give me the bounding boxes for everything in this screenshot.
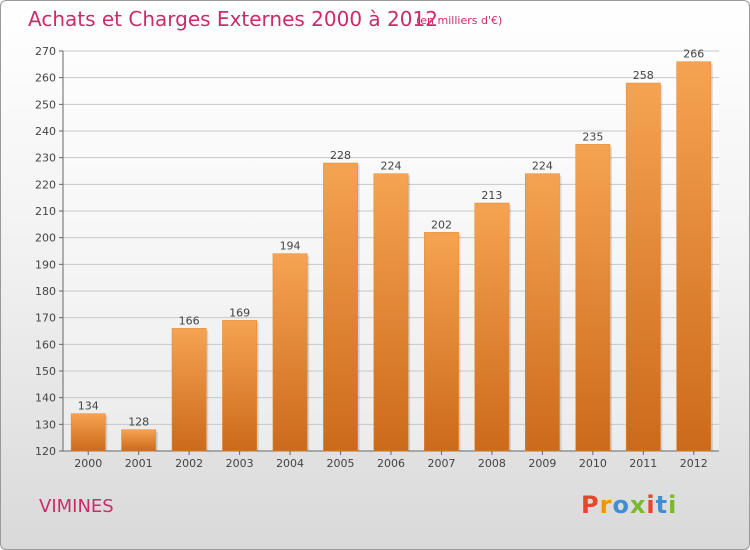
x-tick-label: 2003 bbox=[226, 457, 254, 470]
x-tick-label: 2001 bbox=[125, 457, 153, 470]
bar bbox=[676, 61, 712, 452]
x-tick-label: 2010 bbox=[579, 457, 607, 470]
y-tick-label: 200 bbox=[35, 232, 56, 245]
logo-letter: o bbox=[612, 491, 630, 519]
x-tick-label: 2004 bbox=[276, 457, 304, 470]
y-tick-label: 120 bbox=[35, 445, 56, 458]
logo-letter: r bbox=[599, 491, 613, 519]
data-label: 213 bbox=[481, 189, 502, 202]
logo-letter: i bbox=[668, 491, 678, 519]
y-tick-label: 270 bbox=[35, 45, 56, 58]
y-tick-label: 190 bbox=[35, 258, 56, 271]
y-tick-label: 160 bbox=[35, 338, 56, 351]
x-tick-label: 2000 bbox=[74, 457, 102, 470]
data-label: 134 bbox=[78, 400, 99, 413]
bar bbox=[272, 253, 308, 452]
y-tick-label: 170 bbox=[35, 312, 56, 325]
bar bbox=[575, 144, 611, 452]
x-tick-label: 2012 bbox=[680, 457, 708, 470]
bar bbox=[121, 429, 157, 452]
data-label: 169 bbox=[229, 306, 250, 319]
y-tick-label: 180 bbox=[35, 285, 56, 298]
x-tick-label: 2005 bbox=[327, 457, 355, 470]
data-label: 224 bbox=[532, 160, 553, 173]
bar bbox=[474, 202, 510, 452]
proxiti-logo[interactable]: Proxiti bbox=[581, 491, 677, 519]
data-label: 228 bbox=[330, 149, 351, 162]
bar bbox=[373, 173, 409, 452]
x-tick-label: 2011 bbox=[629, 457, 657, 470]
bar bbox=[222, 320, 258, 452]
data-label: 258 bbox=[633, 69, 654, 82]
y-tick-label: 260 bbox=[35, 72, 56, 85]
logo-letter: t bbox=[655, 491, 669, 519]
chart-title: Achats et Charges Externes 2000 à 2012 bbox=[28, 7, 438, 31]
logo-letter: i bbox=[646, 491, 656, 519]
bar bbox=[524, 173, 560, 452]
x-tick-label: 2009 bbox=[528, 457, 556, 470]
x-tick-label: 2007 bbox=[427, 457, 455, 470]
y-tick-label: 230 bbox=[35, 152, 56, 165]
x-tick-label: 2008 bbox=[478, 457, 506, 470]
bar bbox=[171, 328, 207, 452]
x-tick-label: 2002 bbox=[175, 457, 203, 470]
y-tick-label: 220 bbox=[35, 178, 56, 191]
y-tick-label: 130 bbox=[35, 418, 56, 431]
y-tick-label: 250 bbox=[35, 98, 56, 111]
y-tick-label: 140 bbox=[35, 392, 56, 405]
bar bbox=[424, 232, 459, 452]
y-tick-label: 240 bbox=[35, 125, 56, 138]
chart-subtitle: (en milliers d'€) bbox=[416, 14, 503, 27]
bar bbox=[70, 413, 106, 452]
y-tick-label: 150 bbox=[35, 365, 56, 378]
data-label: 224 bbox=[381, 160, 402, 173]
commune-name: VIMINES bbox=[39, 496, 114, 517]
x-tick-label: 2006 bbox=[377, 457, 405, 470]
bar bbox=[625, 82, 661, 452]
data-label: 235 bbox=[582, 130, 603, 143]
data-label: 128 bbox=[128, 416, 149, 429]
data-label: 166 bbox=[179, 314, 200, 327]
logo-letter: x bbox=[629, 491, 647, 519]
data-label: 202 bbox=[431, 218, 452, 231]
bar bbox=[323, 162, 358, 452]
data-label: 194 bbox=[280, 240, 301, 253]
data-label: 266 bbox=[683, 48, 704, 61]
logo-letter: P bbox=[581, 491, 600, 519]
y-tick-label: 210 bbox=[35, 205, 56, 218]
